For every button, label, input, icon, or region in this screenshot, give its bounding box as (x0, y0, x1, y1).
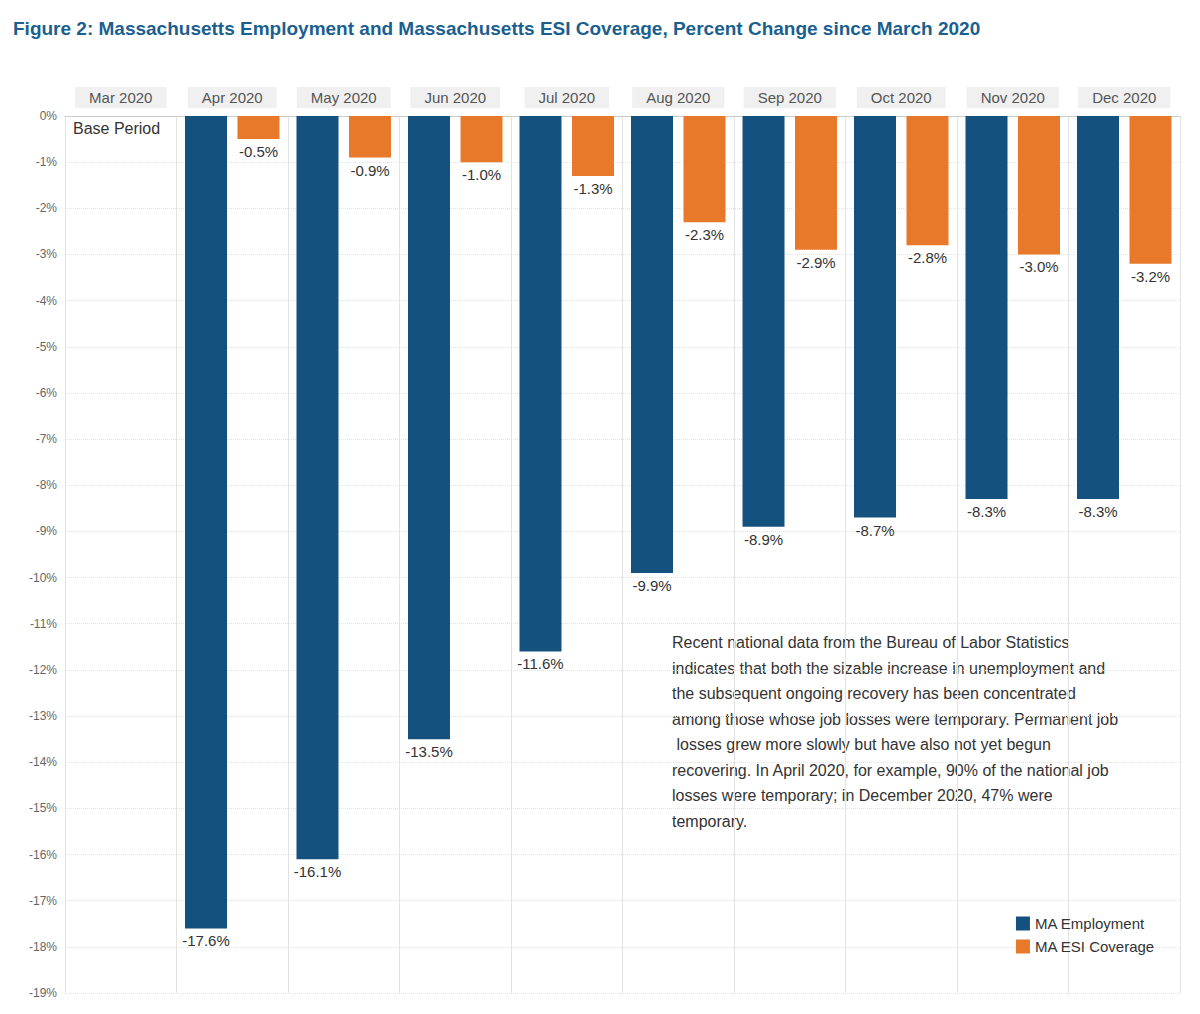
svg-text:0%: 0% (40, 109, 58, 123)
svg-text:-19%: -19% (29, 986, 57, 1000)
svg-text:Oct 2020: Oct 2020 (871, 89, 932, 106)
svg-text:Apr 2020: Apr 2020 (202, 89, 263, 106)
svg-text:-3.2%: -3.2% (1131, 268, 1170, 285)
svg-text:-16%: -16% (29, 848, 57, 862)
svg-text:-8.9%: -8.9% (744, 531, 783, 548)
svg-text:recovering. In April 2020, for: recovering. In April 2020, for example, … (672, 762, 1113, 779)
svg-text:Sep 2020: Sep 2020 (758, 89, 822, 106)
svg-text:-14%: -14% (29, 755, 57, 769)
svg-text:-8%: -8% (36, 478, 58, 492)
svg-text:Figure 2: Massachusetts Employ: Figure 2: Massachusetts Employment and M… (13, 18, 980, 39)
svg-text:-8.3%: -8.3% (1078, 503, 1117, 520)
svg-text:losses were temporary; in Dece: losses were temporary; in December 2020,… (672, 787, 1057, 804)
svg-text:-11%: -11% (30, 617, 57, 631)
svg-text:Dec 2020: Dec 2020 (1092, 89, 1156, 106)
svg-text:-5%: -5% (36, 340, 58, 354)
svg-text:-2%: -2% (36, 201, 58, 215)
svg-text:indicates that both the sizabl: indicates that both the sizable increase… (672, 660, 1110, 677)
svg-text:-0.5%: -0.5% (239, 143, 278, 160)
svg-text:Mar 2020: Mar 2020 (89, 89, 152, 106)
svg-text:losses grew more slowly but ha: losses grew more slowly but have also no… (672, 736, 1055, 753)
svg-text:-6%: -6% (36, 386, 58, 400)
svg-text:May 2020: May 2020 (311, 89, 377, 106)
svg-text:-1%: -1% (36, 155, 58, 169)
svg-text:MA ESI Coverage: MA ESI Coverage (1035, 938, 1154, 955)
svg-text:Base Period: Base Period (73, 120, 160, 137)
svg-text:-10%: -10% (29, 571, 57, 585)
svg-text:MA Employment: MA Employment (1035, 915, 1145, 932)
svg-text:temporary.: temporary. (672, 813, 747, 830)
svg-text:-16.1%: -16.1% (294, 863, 342, 880)
svg-text:-9.9%: -9.9% (632, 577, 671, 594)
svg-text:Aug 2020: Aug 2020 (646, 89, 710, 106)
svg-text:-17.6%: -17.6% (182, 932, 230, 949)
svg-text:-4%: -4% (36, 294, 58, 308)
svg-text:-13.5%: -13.5% (405, 743, 453, 760)
svg-text:-8.3%: -8.3% (967, 503, 1006, 520)
svg-text:-18%: -18% (29, 940, 57, 954)
svg-text:-2.9%: -2.9% (796, 254, 835, 271)
svg-text:-13%: -13% (29, 709, 57, 723)
svg-text:Jun 2020: Jun 2020 (424, 89, 486, 106)
svg-text:-0.9%: -0.9% (350, 162, 389, 179)
svg-text:-3%: -3% (36, 247, 58, 261)
svg-text:-1.0%: -1.0% (462, 166, 501, 183)
svg-text:-2.8%: -2.8% (908, 249, 947, 266)
svg-text:among those whose job losses w: among those whose job losses were tempor… (672, 711, 1118, 728)
svg-text:-11.6%: -11.6% (517, 655, 563, 672)
svg-text:-17%: -17% (29, 894, 57, 908)
svg-text:-3.0%: -3.0% (1019, 258, 1058, 275)
svg-text:-8.7%: -8.7% (855, 522, 894, 539)
svg-text:-7%: -7% (36, 432, 58, 446)
svg-text:Nov 2020: Nov 2020 (981, 89, 1045, 106)
svg-text:the subsequent ongoing recover: the subsequent ongoing recovery has been… (672, 685, 1080, 702)
svg-text:-9%: -9% (36, 524, 58, 538)
svg-text:-1.3%: -1.3% (573, 180, 612, 197)
svg-text:-15%: -15% (29, 801, 57, 815)
svg-text:-2.3%: -2.3% (685, 226, 724, 243)
svg-text:Recent national data from the: Recent national data from the Bureau of … (672, 634, 1074, 651)
svg-text:Jul 2020: Jul 2020 (538, 89, 595, 106)
svg-text:-12%: -12% (29, 663, 57, 677)
